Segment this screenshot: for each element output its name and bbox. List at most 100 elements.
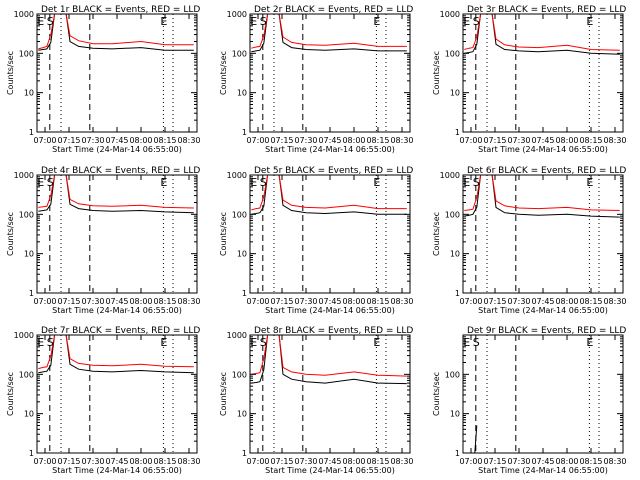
chart-title: Det 6r BLACK = Events, RED = LLD [467, 166, 626, 176]
y-tick-label: 10 [24, 410, 34, 419]
y-tick-label: 100 [232, 210, 247, 219]
x-tick-label: 08:30 [390, 297, 413, 306]
event-marker-label: S [47, 336, 54, 349]
y-axis-label: Counts/sec [219, 372, 228, 416]
y-tick-label: 1 [242, 449, 247, 458]
x-axis-label: Start Time (24-Mar-14 06:55:00) [478, 306, 608, 315]
x-tick-label: 08:30 [390, 136, 413, 145]
series-line-events [464, 14, 620, 55]
x-tick-label: 07:30 [507, 297, 530, 306]
y-tick-label: 100 [232, 370, 247, 379]
event-marker-label: S [260, 176, 267, 189]
x-tick-label: 07:45 [318, 297, 341, 306]
x-tick-label: 08:30 [603, 297, 626, 306]
x-axis-label: Start Time (24-Mar-14 06:55:00) [265, 306, 395, 315]
series-line-events [251, 175, 407, 215]
y-tick-label: 10 [237, 410, 247, 419]
x-tick-label: 07:00 [459, 457, 482, 466]
x-tick-label: 07:00 [33, 457, 56, 466]
x-tick-label: 07:15 [483, 297, 506, 306]
x-axis-label: Start Time (24-Mar-14 06:55:00) [478, 145, 608, 154]
x-axis-label: Start Time (24-Mar-14 06:55:00) [265, 466, 395, 475]
x-tick-label: 07:15 [483, 136, 506, 145]
y-tick-label: 10 [450, 410, 460, 419]
series-line-lld [251, 14, 407, 49]
x-tick-label: 07:15 [270, 297, 293, 306]
event-marker-label: S [47, 15, 54, 28]
x-tick-label: 08:15 [153, 457, 176, 466]
y-tick-label: 1000 [440, 171, 460, 180]
x-tick-label: 08:00 [555, 136, 578, 145]
series-line-events [464, 175, 620, 218]
x-axis-label: Start Time (24-Mar-14 06:55:00) [478, 466, 608, 475]
event-marker-label: E [373, 176, 380, 189]
y-tick-label: 1000 [227, 331, 247, 340]
x-tick-label: 08:15 [366, 136, 389, 145]
x-tick-label: 08:00 [129, 136, 152, 145]
y-tick-label: 100 [445, 210, 460, 219]
y-tick-label: 1000 [14, 171, 34, 180]
chart-title: Det 4r BLACK = Events, RED = LLD [41, 166, 200, 176]
y-axis-label: Counts/sec [219, 51, 228, 95]
x-tick-label: 07:15 [483, 457, 506, 466]
x-tick-label: 07:00 [246, 457, 269, 466]
y-tick-label: 10 [450, 89, 460, 98]
event-marker-label: S [473, 15, 480, 28]
series-line-events [38, 175, 194, 214]
y-tick-label: 100 [19, 49, 34, 58]
x-tick-label: 08:15 [579, 297, 602, 306]
y-tick-label: 100 [445, 49, 460, 58]
event-marker-label: E [37, 15, 44, 28]
x-axis-label: Start Time (24-Mar-14 06:55:00) [52, 145, 182, 154]
y-tick-label: 1 [455, 128, 460, 137]
y-tick-label: 1 [455, 289, 460, 298]
y-tick-label: 1 [29, 289, 34, 298]
event-marker-label: E [37, 336, 44, 349]
y-tick-label: 10 [237, 89, 247, 98]
event-marker-label: E [373, 336, 380, 349]
y-tick-label: 10 [237, 250, 247, 259]
x-tick-label: 07:45 [105, 297, 128, 306]
event-marker-label: E [37, 176, 44, 189]
y-tick-label: 100 [232, 49, 247, 58]
x-tick-label: 08:30 [177, 457, 200, 466]
y-tick-label: 100 [19, 210, 34, 219]
x-axis-label: Start Time (24-Mar-14 06:55:00) [52, 466, 182, 475]
x-tick-label: 07:45 [318, 457, 341, 466]
x-tick-label: 08:00 [555, 457, 578, 466]
chart-title: Det 3r BLACK = Events, RED = LLD [467, 5, 626, 15]
x-tick-label: 07:15 [57, 297, 80, 306]
x-tick-label: 08:15 [366, 457, 389, 466]
series-line-lld [464, 14, 620, 51]
event-marker-label: S [260, 15, 267, 28]
x-tick-label: 07:30 [81, 136, 104, 145]
x-tick-label: 07:45 [531, 136, 554, 145]
x-tick-label: 07:30 [294, 297, 317, 306]
x-tick-label: 07:15 [57, 136, 80, 145]
y-tick-label: 10 [24, 89, 34, 98]
event-marker-label: E [586, 15, 593, 28]
y-axis-label: Counts/sec [432, 372, 441, 416]
x-tick-label: 08:30 [603, 457, 626, 466]
x-tick-label: 08:00 [129, 297, 152, 306]
series-line-lld [251, 175, 407, 211]
x-tick-label: 07:15 [270, 457, 293, 466]
x-tick-label: 07:30 [294, 457, 317, 466]
y-tick-label: 1000 [14, 331, 34, 340]
x-tick-label: 08:15 [153, 297, 176, 306]
event-marker-label: S [473, 176, 480, 189]
chart-title: Det 9r BLACK = Events, RED = LLD [467, 326, 626, 336]
x-tick-label: 08:15 [579, 136, 602, 145]
x-tick-label: 07:30 [507, 457, 530, 466]
series-line-events [38, 335, 194, 374]
x-tick-label: 08:15 [579, 457, 602, 466]
y-axis-label: Counts/sec [6, 212, 15, 256]
y-tick-label: 10 [450, 250, 460, 259]
event-marker-label: E [463, 15, 470, 28]
x-tick-label: 07:30 [81, 457, 104, 466]
